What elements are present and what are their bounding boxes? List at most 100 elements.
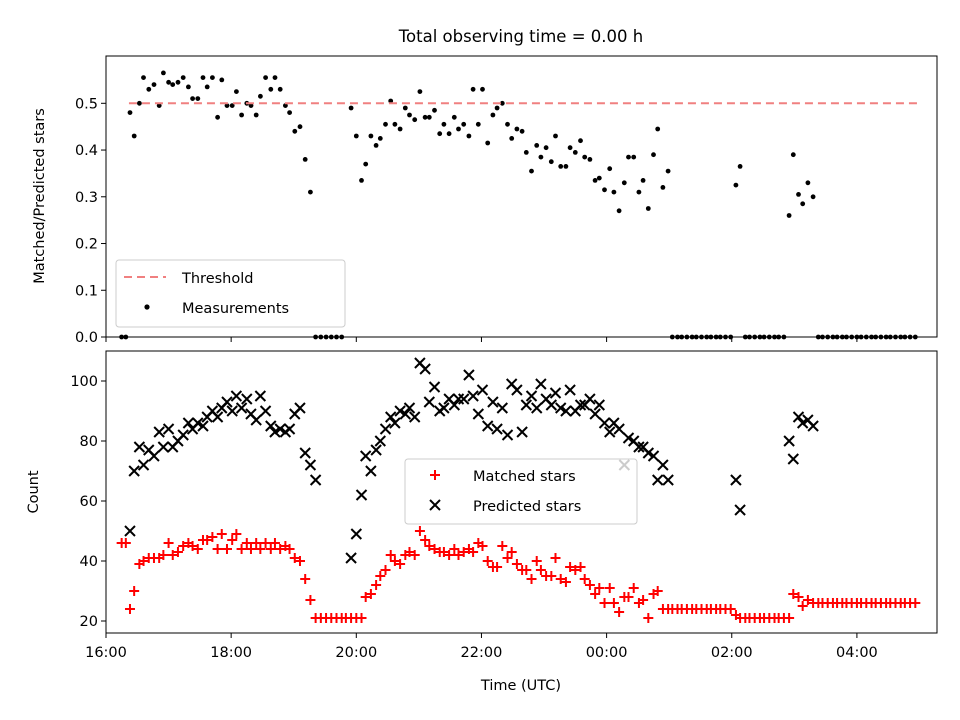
matched-star-point (124, 604, 135, 614)
matched-star-point (371, 580, 382, 590)
measurement-point (432, 107, 437, 113)
predicted-star-point (525, 390, 538, 402)
measurement-point (141, 75, 146, 80)
measurement-point (587, 157, 593, 162)
predicted-star-point (157, 441, 170, 453)
bottom-axes-frame (105, 350, 938, 634)
measurement-point (509, 136, 515, 141)
matched-star-point (468, 547, 479, 557)
predicted-star-point (359, 450, 372, 462)
matched-star-point (414, 526, 425, 536)
bottom-y-axis: 20 40 60 80 100 (70, 374, 106, 630)
matched-star-point (260, 538, 271, 548)
x-axis-label: Time (UTC) (480, 678, 561, 694)
predicted-star-point (192, 417, 204, 429)
legend-predicted-swatch (429, 499, 441, 511)
matched-star-point (449, 544, 460, 554)
predicted-star-point (274, 423, 286, 435)
count-panel: 20 40 60 80 100 16:00 18:00 20:00 22:00 00:00 02:… (26, 350, 938, 694)
measurement-point (553, 133, 558, 139)
measurement-point (505, 121, 510, 127)
predicted-star-point (642, 447, 655, 459)
matched-star-point (590, 589, 601, 599)
measurement-point (258, 93, 263, 99)
predicted-star-point (250, 414, 262, 426)
matched-star-point (395, 559, 406, 569)
ratio-panel: 0.0 0.1 0.2 0.3 0.4 0.5 Matched/Predicted sta… (32, 55, 938, 346)
measurement-point (156, 103, 162, 108)
measurement-point (660, 185, 666, 190)
predicted-star-point (555, 402, 567, 414)
top-legend-box (115, 259, 346, 328)
matched-star-point (294, 556, 305, 566)
predicted-star-point (309, 474, 322, 486)
matched-star-point (555, 574, 566, 584)
measurement-point (287, 110, 292, 115)
measurement-point (786, 213, 792, 218)
measurement-point (461, 121, 467, 127)
x-tick-label: 20:00 (335, 645, 377, 661)
matched-star-point (192, 544, 203, 554)
matched-star-point (453, 550, 464, 560)
bottom-y-tick-label: 20 (80, 614, 98, 630)
bottom-x-axis: 16:00 18:00 20:00 22:00 00:00 02:00 04:00 (85, 633, 878, 661)
measurement-point (137, 100, 142, 106)
matched-star-point (138, 556, 149, 566)
measurement-point (621, 180, 627, 186)
predicted-star-point (304, 459, 317, 471)
legend-measurements-swatch (144, 304, 150, 310)
measurement-point (373, 143, 379, 148)
measurement-point (248, 103, 254, 108)
predicted-star-point (613, 423, 625, 435)
measurement-point (494, 105, 500, 111)
measurement-point (470, 86, 476, 92)
measurement-point (558, 164, 564, 169)
measurements-series (119, 70, 918, 340)
measurement-point (572, 150, 578, 155)
predicted-star-point (487, 396, 499, 408)
measurement-point (175, 79, 181, 85)
predicted-star-point (796, 417, 809, 429)
predicted-star-point (269, 426, 281, 438)
matched-star-point (236, 544, 247, 554)
predicted-star-point (463, 369, 475, 381)
measurement-point (485, 140, 491, 146)
matched-star-point (797, 601, 808, 611)
predicted-star-point (472, 408, 485, 420)
predicted-star-point (545, 399, 558, 411)
measurement-point (263, 75, 268, 80)
bottom-legend-box (404, 458, 638, 525)
matched-star-point (216, 529, 227, 539)
predicted-star-point (370, 444, 382, 456)
measurement-point (737, 164, 743, 169)
predicted-star-point (259, 405, 272, 417)
matched-star-point (599, 598, 610, 608)
matched-star-point (300, 574, 311, 584)
matched-star-point (231, 529, 242, 539)
predicted-star-point (350, 528, 363, 540)
measurement-point (480, 86, 485, 92)
predicted-star-point (787, 453, 799, 465)
predicted-star-point (379, 423, 392, 435)
predicted-star-point (254, 390, 267, 402)
x-tick-label: 00:00 (586, 645, 628, 661)
measurement-point (446, 131, 452, 137)
matched-star-point (594, 583, 605, 593)
predicted-star-point (730, 474, 742, 486)
matched-star-point (604, 583, 615, 593)
legend-threshold-label: Threshold (181, 271, 253, 287)
matched-star-point (458, 547, 469, 557)
measurement-point (733, 182, 739, 188)
matched-star-point (784, 613, 795, 623)
measurement-point (277, 86, 283, 92)
top-y-tick-label: 0.3 (75, 190, 98, 206)
measurement-point (607, 166, 613, 172)
matched-star-point (172, 547, 183, 557)
measurement-point (180, 75, 186, 80)
predicted-star-point (549, 387, 562, 399)
measurement-point (186, 84, 191, 90)
measurement-point (210, 75, 215, 80)
top-y-axis-label: Matched/Predicted stars (32, 108, 48, 284)
predicted-star-point (491, 423, 503, 435)
matched-star-point (356, 613, 367, 623)
